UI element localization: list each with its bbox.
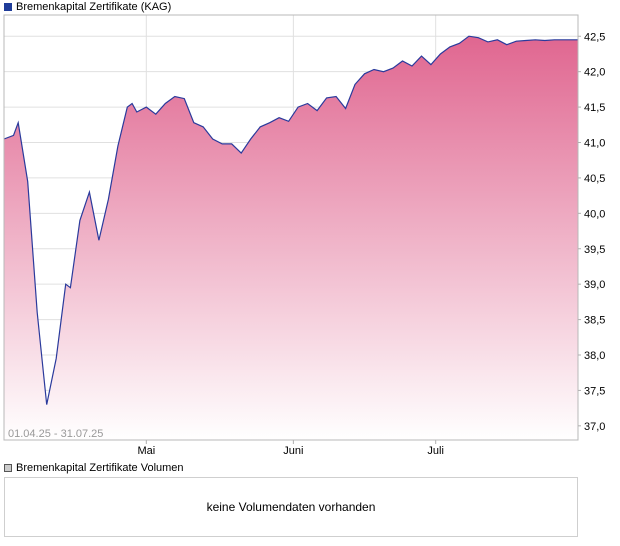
price-legend-swatch — [4, 3, 12, 11]
y-tick-label: 42,0 — [584, 67, 605, 79]
volume-legend: Bremenkapital Zertifikate Volumen — [4, 462, 184, 474]
y-tick-label: 41,5 — [584, 102, 605, 114]
y-axis: 37,0 37,5 38,0 38,5 39,0 39,5 40,0 40,5 41,0 41,5… — [578, 31, 605, 433]
price-chart: 37,0 37,5 38,0 38,5 39,0 39,5 40,0 40,5 41,0 41,5… — [3, 14, 605, 457]
y-tick-label: 38,5 — [584, 315, 605, 327]
volume-legend-swatch — [4, 464, 12, 472]
price-line — [3, 35, 578, 405]
y-tick-label: 38,0 — [584, 350, 605, 362]
price-legend-label: Bremenkapital Zertifikate (KAG) — [16, 1, 172, 13]
volume-panel: keine Volumendaten vorhanden — [4, 477, 578, 537]
price-legend: Bremenkapital Zertifikate (KAG) — [4, 1, 171, 13]
y-tick-label: 39,5 — [584, 244, 605, 256]
y-tick-label: 41,0 — [584, 138, 605, 150]
y-tick-label: 37,5 — [584, 385, 605, 397]
plot-frame — [3, 14, 579, 441]
volume-empty-message: keine Volumendaten vorhanden — [206, 500, 376, 514]
y-tick-label: 39,0 — [584, 279, 605, 291]
x-axis: Mai Juni Juli — [137, 440, 444, 457]
volume-legend-label: Bremenkapital Zertifikate Volumen — [16, 462, 184, 474]
x-tick-label: Juli — [427, 445, 444, 457]
x-tick-label: Juni — [283, 445, 303, 457]
x-tick-label: Mai — [137, 445, 155, 457]
y-tick-label: 40,5 — [584, 173, 605, 185]
date-range-label: 01.04.25 - 31.07.25 — [8, 428, 103, 440]
y-tick-label: 37,0 — [584, 421, 605, 433]
y-tick-label: 40,0 — [584, 208, 605, 220]
price-area — [4, 36, 578, 440]
y-tick-label: 42,5 — [584, 31, 605, 43]
